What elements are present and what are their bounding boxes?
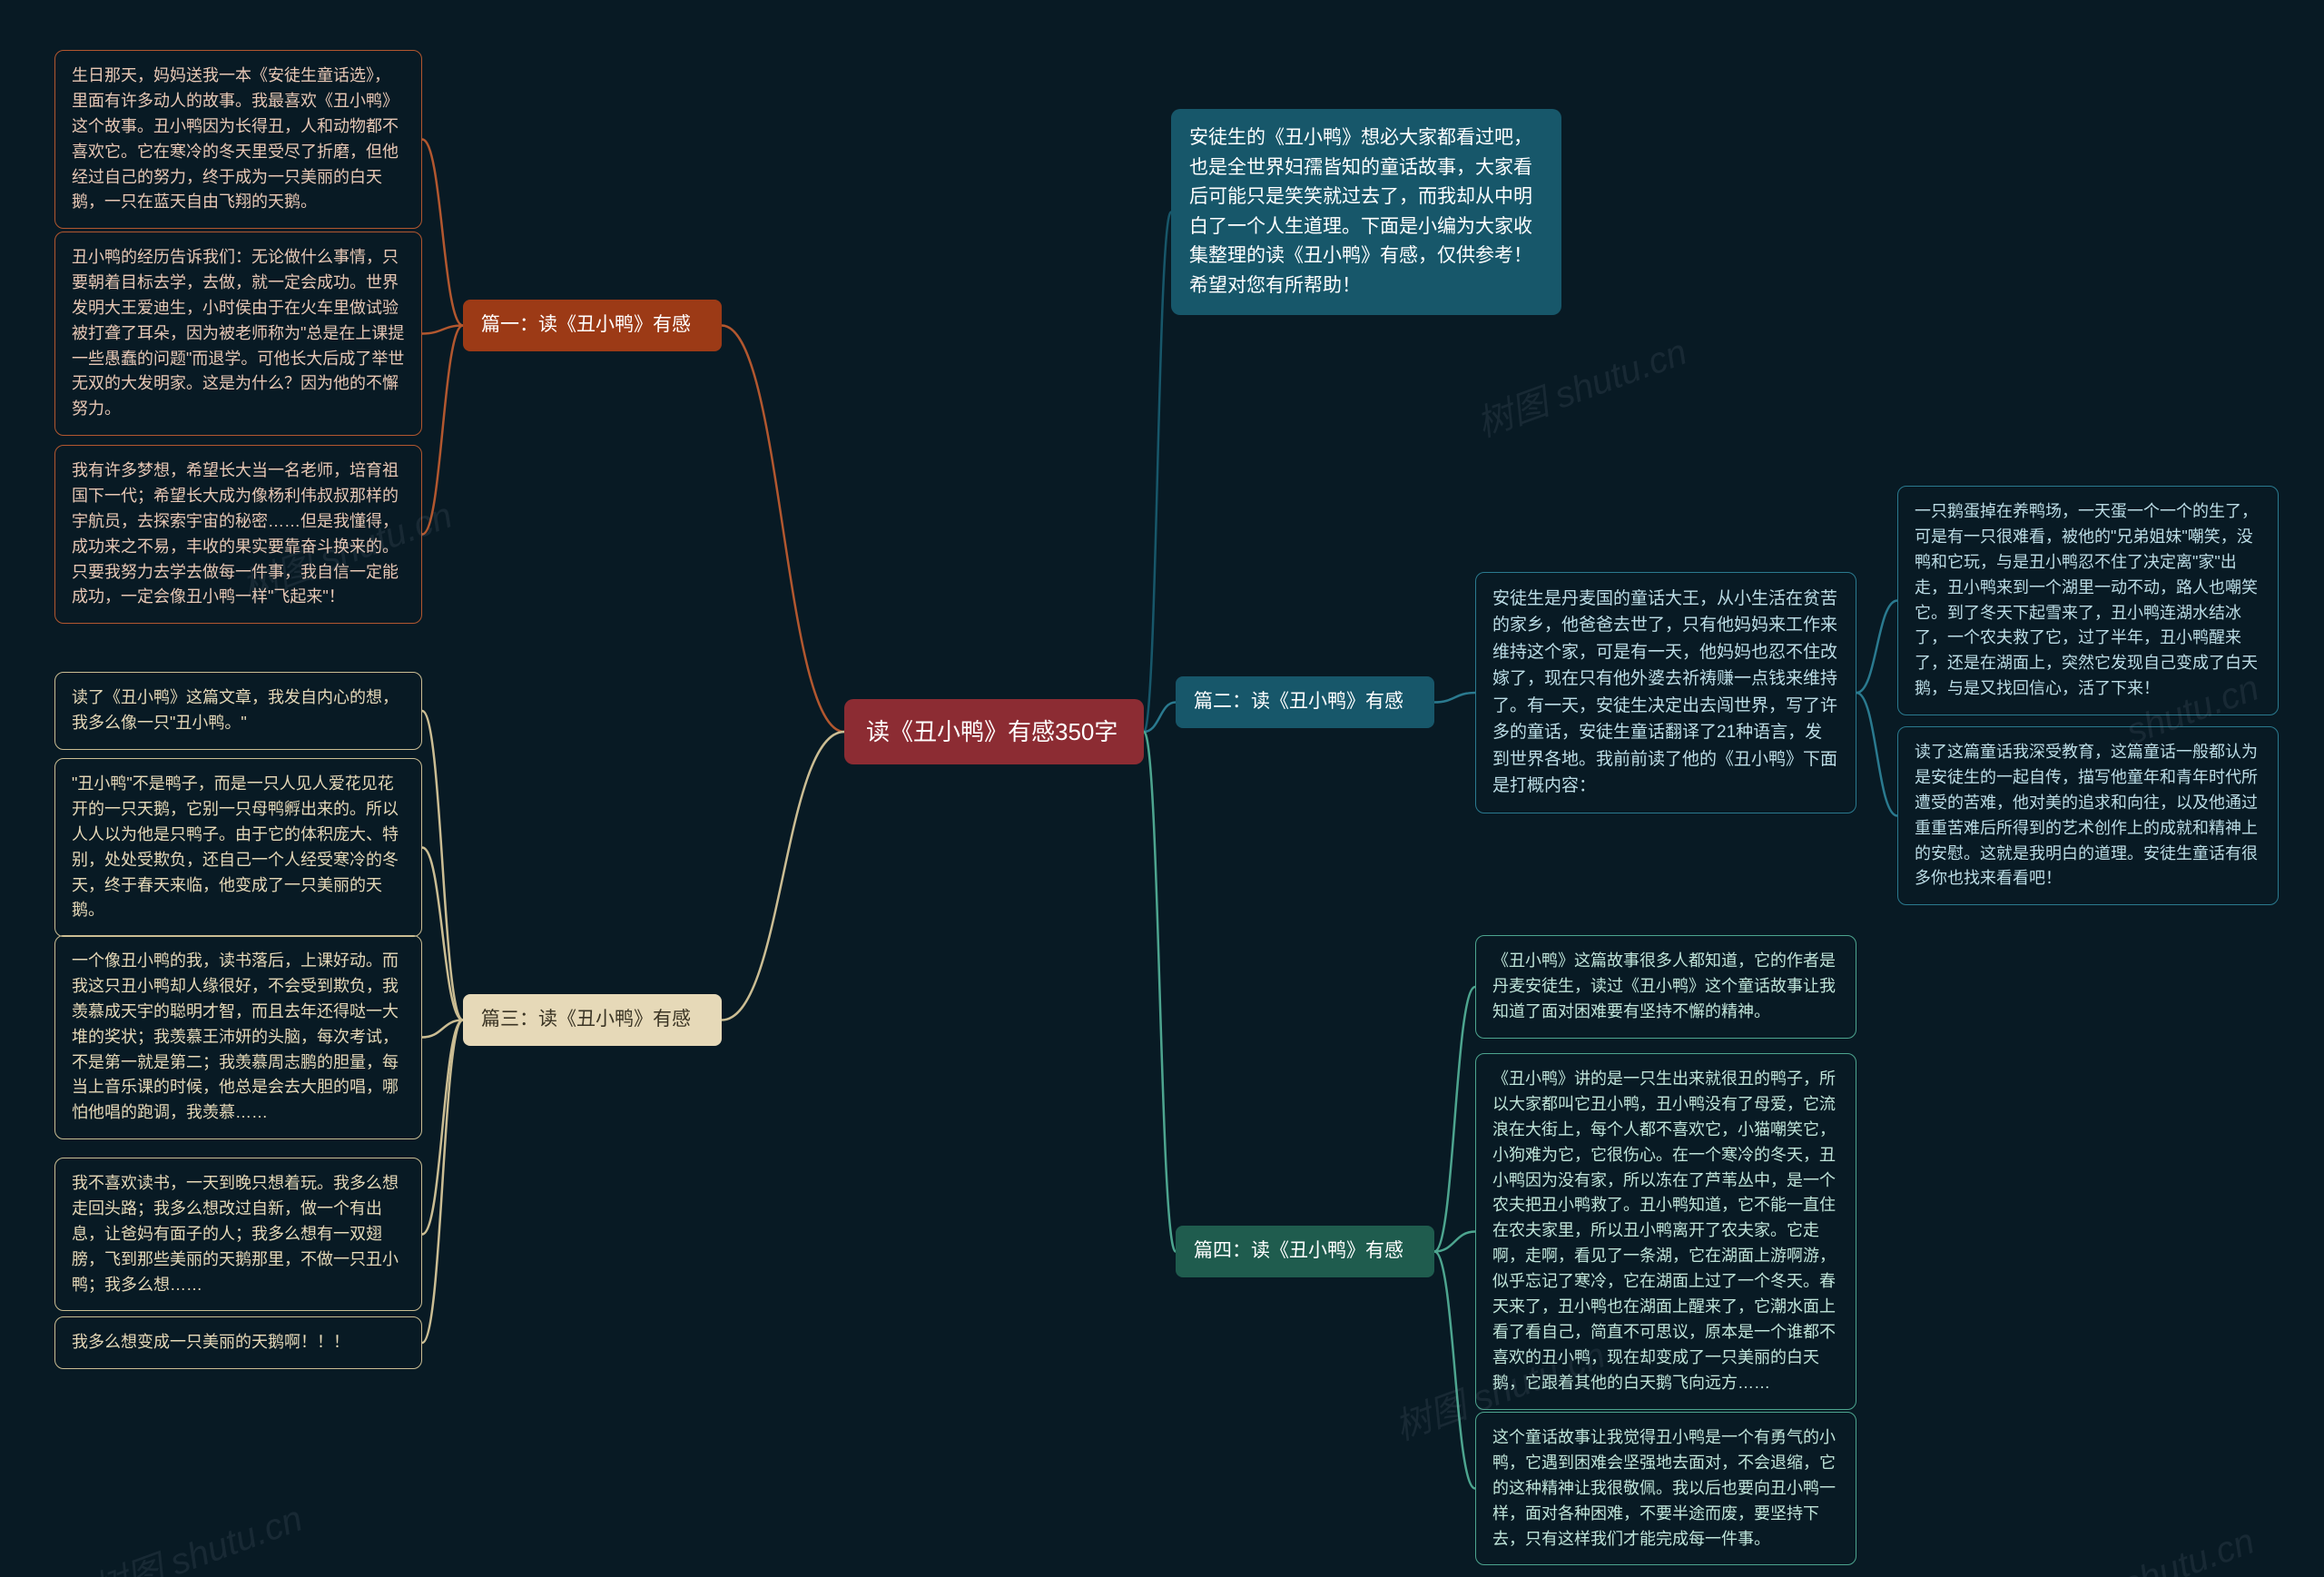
leaf-node: 我有许多梦想，希望长大当一名老师，培育祖国下一代；希望长大成为像杨利伟叔叔那样的… [54,445,422,624]
leaf-node: 读了这篇童话我深受教育，这篇童话一般都认为是安徒生的一起自传，描写他童年和青年时… [1897,726,2279,905]
leaf-node: 生日那天，妈妈送我一本《安徒生童话选》，里面有许多动人的故事。我最喜欢《丑小鸭》… [54,50,422,229]
leaf-node: 一个像丑小鸭的我，读书落后，上课好动。而我这只丑小鸭却人缘很好，不会受到欺负，我… [54,935,422,1139]
watermark: 树图 shutu.cn [84,1489,309,1577]
watermark: 树图 shutu.cn [1468,322,1693,447]
leaf-node: 一只鹅蛋掉在养鸭场，一天蛋一个一个的生了，可是有一只很难看，被他的"兄弟姐妹"嘲… [1897,486,2279,715]
leaf-node: 《丑小鸭》讲的是一只生出来就很丑的鸭子，所以大家都叫它丑小鸭，丑小鸭没有了母爱，… [1475,1053,1856,1410]
leaf-node: 丑小鸭的经历告诉我们：无论做什么事情，只要朝着目标去学，去做，就一定会成功。世界… [54,232,422,436]
intro-node: 安徒生的《丑小鸭》想必大家都看过吧，也是全世界妇孺皆知的童话故事，大家看后可能只… [1171,109,1561,315]
watermark: shutu.cn [2117,1521,2260,1577]
branch-node[interactable]: 篇四：读《丑小鸭》有感 [1176,1226,1434,1277]
sub-branch-node: 安徒生是丹麦国的童话大王，从小生活在贫苦的家乡，他爸爸去世了，只有他妈妈来工作来… [1475,572,1856,813]
root-node[interactable]: 读《丑小鸭》有感350字 [844,699,1144,764]
leaf-node: 我不喜欢读书，一天到晚只想着玩。我多么想走回头路；我多么想改过自新，做一个有出息… [54,1158,422,1311]
leaf-node: 读了《丑小鸭》这篇文章，我发自内心的想，我多么像一只"丑小鸭。" [54,672,422,750]
leaf-node: "丑小鸭"不是鸭子，而是一只人见人爱花见花开的一只天鹅，它别一只母鸭孵出来的。所… [54,758,422,937]
branch-node[interactable]: 篇一：读《丑小鸭》有感 [463,300,722,351]
branch-node[interactable]: 篇三：读《丑小鸭》有感 [463,994,722,1046]
leaf-node: 《丑小鸭》这篇故事很多人都知道，它的作者是丹麦安徒生，读过《丑小鸭》这个童话故事… [1475,935,1856,1039]
leaf-node: 这个童话故事让我觉得丑小鸭是一个有勇气的小鸭，它遇到困难会坚强地去面对，不会退缩… [1475,1412,1856,1565]
leaf-node: 我多么想变成一只美丽的天鹅啊！！！ [54,1316,422,1369]
branch-node[interactable]: 篇二：读《丑小鸭》有感 [1176,676,1434,728]
